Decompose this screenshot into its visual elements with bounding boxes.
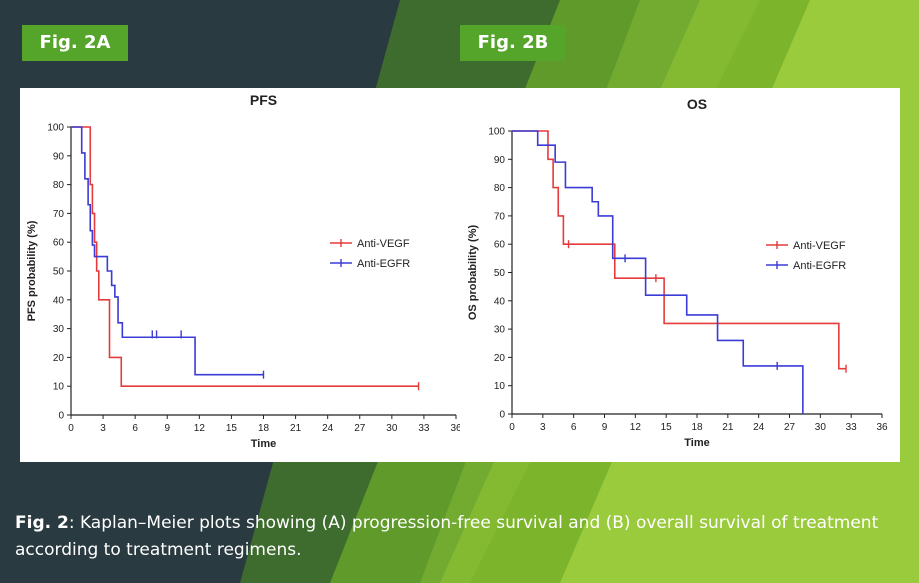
y-tick-label: 100 <box>488 127 505 138</box>
caption-bold-label: Fig. 2 <box>15 513 69 533</box>
y-tick-label: 80 <box>494 183 506 194</box>
x-tick-label: 21 <box>722 422 734 433</box>
y-tick-label: 70 <box>494 211 506 222</box>
y-tick-label: 90 <box>494 155 506 166</box>
series-line-anti-vegf <box>71 126 419 387</box>
y-tick-label: 0 <box>499 410 505 421</box>
y-tick-label: 30 <box>494 325 506 336</box>
x-tick-label: 27 <box>354 423 366 434</box>
series-line-anti-vegf <box>512 130 847 370</box>
x-tick-label: 21 <box>290 423 302 434</box>
series-line-anti-egfr <box>512 130 804 414</box>
y-tick-label: 10 <box>494 381 506 392</box>
pfs-chart-panel: PFS 0 10 20 30 40 50 60 70 80 90 100 0 3 6 9 12 15 18 21 24 2… <box>20 88 460 462</box>
x-tick-label: 33 <box>418 423 430 434</box>
fig-2a-label: Fig. 2A <box>22 25 128 61</box>
x-tick-label: 0 <box>68 423 74 434</box>
x-tick-label: 27 <box>784 422 796 433</box>
y-tick-label: 40 <box>53 295 65 306</box>
series-line-anti-egfr <box>71 126 264 376</box>
y-tick-label: 60 <box>494 240 506 251</box>
y-tick-label: 60 <box>53 238 65 249</box>
y-tick-label: 50 <box>494 268 506 279</box>
x-tick-label: 24 <box>322 423 334 434</box>
legend-label-anti-egfr: Anti-EGFR <box>793 260 846 272</box>
y-tick-label: 80 <box>53 180 65 191</box>
os-chart-panel: OS 0 10 20 30 40 50 60 70 80 90 100 0 3 6 9 12 15 18 21 24 27… <box>460 88 900 462</box>
x-tick-label: 0 <box>509 422 515 433</box>
y-tick-label: 30 <box>53 324 65 335</box>
y-tick-label: 70 <box>53 209 65 220</box>
y-tick-label: 20 <box>494 353 506 364</box>
y-tick-label: 100 <box>47 123 64 134</box>
x-tick-label: 6 <box>132 423 138 434</box>
y-axis-label: OS probability (%) <box>467 224 479 320</box>
x-tick-label: 3 <box>540 422 546 433</box>
y-tick-label: 20 <box>53 353 65 364</box>
y-tick-label: 50 <box>53 267 65 278</box>
x-axis-label: Time <box>684 437 709 449</box>
y-axis-label: PFS probability (%) <box>26 220 38 321</box>
x-tick-label: 18 <box>258 423 270 434</box>
x-tick-label: 36 <box>876 422 888 433</box>
y-tick-label: 0 <box>58 411 64 422</box>
x-tick-label: 18 <box>691 422 703 433</box>
x-tick-label: 15 <box>226 423 238 434</box>
x-tick-label: 33 <box>846 422 858 433</box>
x-tick-label: 12 <box>194 423 206 434</box>
legend-label-anti-vegf: Anti-VEGF <box>793 240 846 252</box>
x-tick-label: 12 <box>630 422 642 433</box>
x-tick-label: 15 <box>661 422 673 433</box>
chart-title: OS <box>687 96 707 112</box>
x-tick-label: 30 <box>815 422 827 433</box>
x-tick-label: 9 <box>164 423 170 434</box>
y-tick-label: 40 <box>494 296 506 307</box>
figure-caption: Fig. 2: Kaplan–Meier plots showing (A) p… <box>15 510 895 564</box>
y-tick-label: 10 <box>53 382 65 393</box>
x-tick-label: 30 <box>386 423 398 434</box>
x-tick-label: 3 <box>100 423 106 434</box>
fig-2b-label: Fig. 2B <box>460 25 566 61</box>
x-tick-label: 6 <box>571 422 577 433</box>
x-axis-label: Time <box>251 438 276 450</box>
legend-label-anti-egfr: Anti-EGFR <box>357 258 410 270</box>
x-tick-label: 9 <box>602 422 608 433</box>
legend-label-anti-vegf: Anti-VEGF <box>357 238 410 250</box>
y-tick-label: 90 <box>53 151 65 162</box>
x-tick-label: 24 <box>753 422 765 433</box>
chart-title: PFS <box>250 92 277 108</box>
caption-text: : Kaplan–Meier plots showing (A) progres… <box>15 513 879 560</box>
x-tick-label: 36 <box>450 423 460 434</box>
